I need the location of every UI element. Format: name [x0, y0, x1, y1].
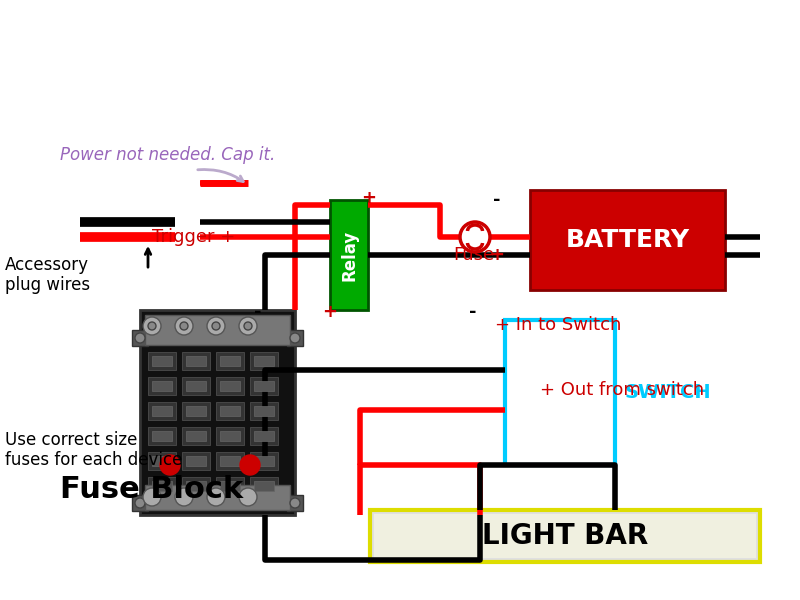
- Bar: [186, 356, 206, 366]
- Circle shape: [244, 322, 252, 330]
- Bar: [330, 200, 368, 310]
- Bar: [186, 406, 206, 416]
- Circle shape: [180, 322, 188, 330]
- Text: Fuse: Fuse: [453, 246, 494, 264]
- Text: Relay: Relay: [340, 229, 358, 281]
- Bar: [220, 456, 240, 466]
- Bar: [287, 330, 303, 346]
- Bar: [254, 381, 274, 391]
- Circle shape: [240, 455, 260, 475]
- Bar: [250, 352, 278, 370]
- Text: +: +: [490, 246, 505, 264]
- Bar: [182, 377, 210, 395]
- Bar: [505, 320, 615, 465]
- Circle shape: [135, 498, 145, 508]
- Bar: [152, 456, 172, 466]
- Bar: [530, 190, 725, 290]
- Bar: [132, 330, 148, 346]
- Bar: [148, 377, 176, 395]
- Bar: [250, 402, 278, 420]
- Bar: [182, 452, 210, 470]
- Bar: [254, 356, 274, 366]
- Bar: [148, 352, 176, 370]
- Text: Fuse Block: Fuse Block: [60, 475, 243, 505]
- Bar: [186, 431, 206, 441]
- Circle shape: [207, 317, 225, 335]
- Text: SWITCH: SWITCH: [625, 383, 712, 402]
- Bar: [148, 452, 176, 470]
- Bar: [287, 495, 303, 511]
- Bar: [216, 377, 244, 395]
- Bar: [216, 477, 244, 495]
- Bar: [216, 452, 244, 470]
- Bar: [152, 481, 172, 491]
- Text: LIGHT BAR: LIGHT BAR: [482, 522, 648, 550]
- Bar: [216, 402, 244, 420]
- Bar: [148, 477, 176, 495]
- Bar: [132, 495, 148, 511]
- Bar: [374, 514, 756, 558]
- Circle shape: [239, 317, 257, 335]
- Text: -: -: [494, 191, 501, 209]
- Bar: [182, 402, 210, 420]
- Circle shape: [160, 455, 180, 475]
- Bar: [186, 456, 206, 466]
- Bar: [220, 356, 240, 366]
- Bar: [220, 381, 240, 391]
- Circle shape: [143, 488, 161, 506]
- Text: -: -: [254, 303, 262, 321]
- Bar: [182, 477, 210, 495]
- Bar: [370, 510, 760, 562]
- Bar: [148, 402, 176, 420]
- Circle shape: [460, 222, 490, 252]
- Circle shape: [207, 488, 225, 506]
- Circle shape: [175, 317, 193, 335]
- Bar: [140, 310, 295, 515]
- Bar: [145, 315, 290, 345]
- Text: Accessory
plug wires: Accessory plug wires: [5, 256, 90, 295]
- Circle shape: [239, 488, 257, 506]
- Bar: [254, 481, 274, 491]
- Bar: [152, 381, 172, 391]
- Bar: [250, 427, 278, 445]
- Text: Power not needed. Cap it.: Power not needed. Cap it.: [60, 146, 275, 164]
- Text: -: -: [470, 303, 477, 321]
- Circle shape: [290, 333, 300, 343]
- Circle shape: [135, 333, 145, 343]
- Bar: [220, 431, 240, 441]
- Circle shape: [148, 322, 156, 330]
- Text: + Out from switch: + Out from switch: [540, 381, 704, 399]
- Text: +: +: [362, 189, 377, 207]
- Bar: [145, 485, 290, 510]
- Bar: [186, 381, 206, 391]
- Bar: [182, 427, 210, 445]
- Circle shape: [175, 488, 193, 506]
- Bar: [250, 377, 278, 395]
- Bar: [148, 427, 176, 445]
- Text: BATTERY: BATTERY: [566, 228, 690, 252]
- Bar: [152, 431, 172, 441]
- Bar: [152, 356, 172, 366]
- Bar: [250, 452, 278, 470]
- Bar: [220, 481, 240, 491]
- Bar: [152, 406, 172, 416]
- Bar: [254, 456, 274, 466]
- Circle shape: [212, 322, 220, 330]
- Bar: [250, 477, 278, 495]
- Text: +: +: [322, 303, 338, 321]
- Bar: [186, 481, 206, 491]
- Bar: [254, 406, 274, 416]
- Bar: [254, 431, 274, 441]
- Bar: [220, 406, 240, 416]
- Circle shape: [143, 317, 161, 335]
- Text: + In to Switch: + In to Switch: [495, 316, 622, 334]
- Bar: [216, 352, 244, 370]
- Text: Use correct size
fuses for each device: Use correct size fuses for each device: [5, 431, 182, 469]
- Circle shape: [290, 498, 300, 508]
- Text: Trigger +: Trigger +: [152, 228, 235, 246]
- Bar: [182, 352, 210, 370]
- Bar: [216, 427, 244, 445]
